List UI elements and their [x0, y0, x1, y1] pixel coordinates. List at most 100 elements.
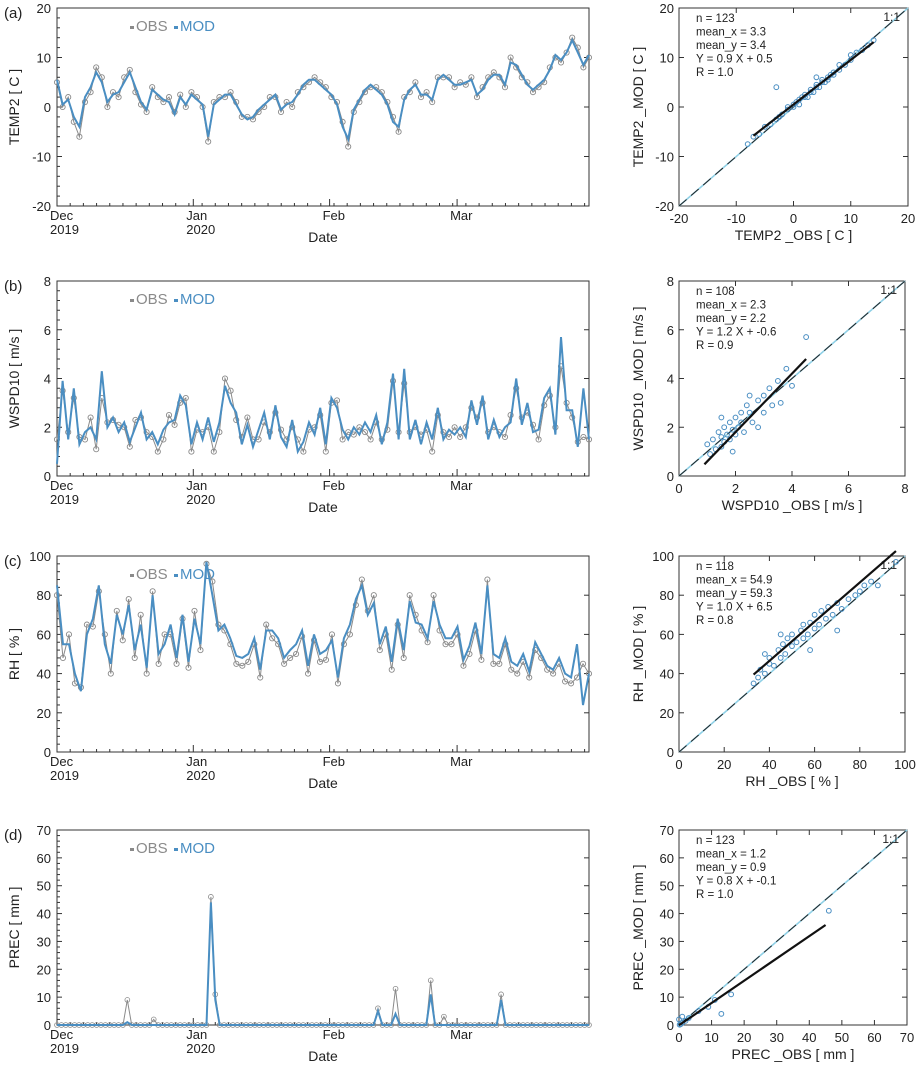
y-axis-label: WSPD10 [ m/s ]	[6, 329, 22, 429]
y-axis-label: RH [ % ]	[6, 628, 22, 680]
scatter-point	[750, 133, 757, 140]
obs-point	[59, 654, 67, 661]
obs-point	[507, 54, 514, 61]
scatter-point	[789, 382, 795, 389]
x-tick-label: Mar	[450, 478, 473, 493]
panel-label: (c)	[4, 553, 22, 570]
obs-point	[568, 680, 575, 687]
legend-mod: MOD	[180, 18, 215, 35]
y-tick-label: 0	[44, 469, 51, 484]
obs-point	[119, 637, 126, 644]
stat-line: mean_y = 3.4	[696, 40, 767, 52]
scatter-point	[816, 621, 823, 628]
y-tick-label: 40	[660, 907, 674, 922]
series-line-mod	[56, 561, 590, 706]
scatter-point	[744, 141, 751, 148]
x-tick-label: Jan	[186, 208, 207, 223]
y-tick-label: 0	[667, 469, 674, 484]
x-tick-label: Mar	[450, 208, 473, 223]
stat-line: mean_x = 3.3	[696, 27, 766, 39]
x-tick-year: 2019	[50, 768, 79, 783]
scatter-point	[718, 434, 725, 440]
obs-point	[496, 660, 503, 667]
obs-point	[501, 433, 509, 441]
scatter-point	[818, 607, 825, 614]
legend-swatch-obs	[130, 848, 134, 851]
scatter-point	[773, 84, 780, 91]
stat-line: mean_y = 2.2	[696, 313, 766, 325]
y-axis-label: TEMP2 [ C ]	[6, 69, 22, 145]
obs-point	[579, 660, 587, 667]
scatter-point	[777, 655, 784, 661]
scatter-point	[704, 441, 711, 448]
x-tick-label: 20	[717, 757, 731, 772]
scatter-panel-3: 00 10 10 20 20 30 30 40 40 50 50 60 60 70 70 PREC _OBS …	[630, 823, 914, 1062]
plot-frame	[56, 555, 590, 753]
x-tick-label: Mar	[450, 754, 473, 769]
one-to-one-label: 1:1	[883, 10, 900, 24]
panel-label: (b)	[4, 278, 22, 295]
scatter-x-label: TEMP2 _OBS [ C ]	[735, 227, 852, 243]
obs-point	[448, 641, 455, 648]
scatter-point	[755, 397, 761, 404]
scatter-panel-0: -20-20 -10 -10 0 0 10 10 20 20 TEMP2 _OBS [ C ] TE…	[630, 1, 915, 243]
y-tick-label: 2	[44, 420, 51, 435]
obs-point	[562, 678, 569, 685]
stat-line: n = 123	[696, 835, 735, 847]
legend-obs: OBS	[136, 566, 168, 583]
plot-frame	[56, 7, 590, 207]
obs-point	[93, 64, 100, 71]
obs-point	[233, 660, 240, 667]
scatter-point	[800, 621, 807, 628]
obs-point	[305, 670, 312, 677]
x-tick-label: 30	[769, 1030, 783, 1045]
scatter-point	[746, 392, 753, 399]
scatter-point	[796, 101, 803, 108]
y-tick-label: 60	[37, 627, 51, 642]
y-tick-label: 60	[660, 851, 674, 866]
scatter-point	[780, 641, 786, 648]
y-tick-label: 4	[667, 372, 674, 387]
obs-point	[346, 631, 353, 638]
identity-dash	[678, 555, 906, 753]
scatter-point	[784, 635, 791, 642]
y-tick-label: 60	[37, 851, 51, 866]
stat-line: n = 108	[696, 286, 735, 298]
stat-line: n = 118	[696, 561, 734, 573]
obs-point	[457, 433, 464, 441]
obs-point	[107, 670, 114, 677]
x-tick-label: 0	[790, 211, 797, 226]
y-tick-label: 10	[660, 51, 674, 66]
stat-line: R = 0.9	[696, 340, 733, 352]
x-tick-label: 8	[901, 481, 908, 496]
legend-obs: OBS	[136, 840, 168, 857]
obs-point	[227, 387, 234, 394]
scatter-panel-1: 00 2 2 4 4 6 6 8 8 WSPD10 _OBS [ m/s ] WSPD10 _MOD…	[630, 274, 909, 513]
scatter-point	[750, 680, 757, 687]
y-tick-label: 40	[660, 667, 674, 682]
obs-point	[245, 658, 252, 665]
scatter-point	[718, 1010, 725, 1017]
obs-point	[131, 654, 138, 661]
x-tick-label: Jan	[186, 1027, 207, 1042]
y-tick-label: 0	[44, 100, 51, 115]
scatter-point	[811, 611, 818, 618]
scatter-point	[741, 429, 747, 436]
stat-line: n = 123	[696, 13, 735, 25]
scatter-point	[893, 558, 899, 565]
x-tick-label: 80	[853, 757, 867, 772]
stat-line: mean_x = 54.9	[696, 575, 772, 587]
scatter-point	[728, 991, 735, 998]
x-tick-label: 0	[675, 757, 682, 772]
obs-point	[155, 660, 162, 667]
obs-point	[328, 631, 336, 638]
x-tick-label: 60	[807, 757, 821, 772]
x-axis-label: Date	[308, 1048, 338, 1064]
one-to-one-label: 1:1	[882, 832, 899, 846]
obs-point	[441, 1013, 447, 1020]
regression-line	[703, 358, 807, 466]
scatter-point	[769, 402, 776, 409]
scatter-point	[834, 627, 841, 634]
obs-point	[322, 656, 330, 663]
x-tick-label: Dec	[50, 208, 74, 223]
